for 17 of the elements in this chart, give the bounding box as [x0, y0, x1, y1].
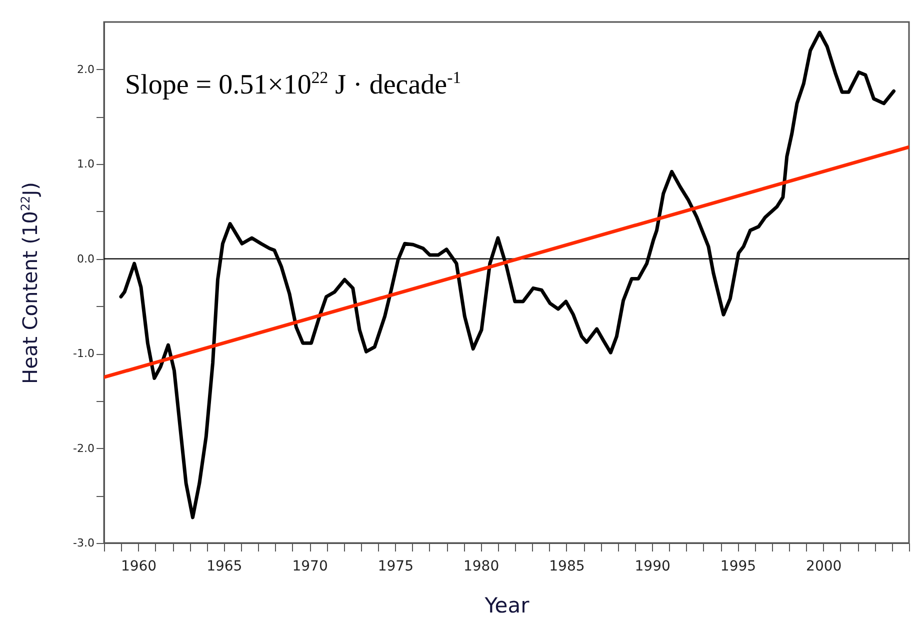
x-tick-label: 2000	[806, 558, 842, 574]
y-tick-label: 1.0	[77, 158, 94, 171]
y-tick-label: 0.0	[77, 252, 94, 266]
x-tick-label: 1995	[720, 558, 756, 574]
x-tick-label: 1965	[206, 558, 242, 574]
y-tick-label: 2.0	[77, 62, 94, 76]
x-tick-label: 1990	[634, 558, 670, 574]
x-axis-title: Year	[484, 594, 530, 618]
annotation: Slope = 0.51×10$^{22}$ J · decade$^{-1}$	[125, 68, 462, 102]
y-tick-label: -2.0	[73, 442, 94, 455]
x-tick-label: 1970	[292, 558, 328, 574]
x-tick-label: 1975	[378, 558, 414, 574]
x-tick-label: 1980	[463, 558, 500, 574]
y-tick-label: -1.0	[73, 347, 94, 360]
y-tick-label: -3.0	[73, 536, 94, 550]
x-tick-label: 1960	[120, 558, 157, 574]
x-tick-label: 1985	[549, 558, 585, 574]
